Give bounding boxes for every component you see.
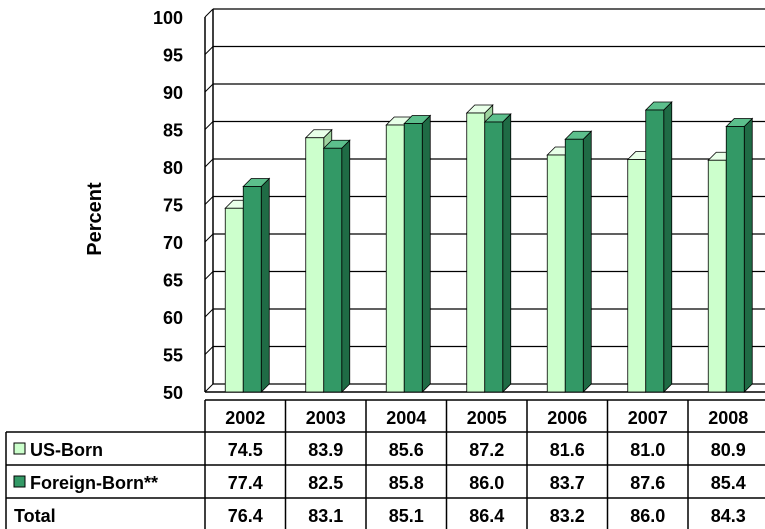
y-tick-label: 75 <box>163 196 183 216</box>
bar-front <box>305 137 325 393</box>
bar-foreign-born-2008 <box>725 117 754 393</box>
bar-foreign-born-2006 <box>564 130 593 393</box>
table-cell: 83.9 <box>308 440 343 460</box>
bar-side <box>663 101 673 393</box>
bar-front <box>403 123 423 393</box>
y-tick-label: 85 <box>163 121 183 141</box>
bar-front <box>627 159 647 393</box>
bar-side <box>260 177 270 393</box>
gridline-depth <box>204 83 214 93</box>
table-cell: 86.4 <box>469 506 504 526</box>
gridline-depth <box>204 383 214 393</box>
table-header-year: 2004 <box>386 408 426 428</box>
table-header-year: 2003 <box>306 408 346 428</box>
table-header-year: 2007 <box>628 408 668 428</box>
table-header-year: 2008 <box>708 408 748 428</box>
legend-key <box>13 475 26 488</box>
table-header-year: 2002 <box>225 408 265 428</box>
bar-front <box>323 147 343 393</box>
legend-key <box>13 442 26 455</box>
bars <box>224 101 754 393</box>
bar-front <box>385 124 405 393</box>
table-cell: 80.9 <box>711 440 746 460</box>
table-cell: 84.3 <box>711 506 746 526</box>
data-table: 2002 2003 2004 2005 2006 2007 2008 US-Born 74.5 8… <box>5 399 765 529</box>
table-row-label: US-Born <box>30 440 103 460</box>
y-axis-label: Percent <box>84 182 106 256</box>
gridline-depth <box>204 308 214 318</box>
table-cell: 77.4 <box>228 473 263 493</box>
bar-front <box>707 159 727 393</box>
bar-front <box>224 207 244 393</box>
gridline-depth <box>204 271 214 280</box>
table-header-year: 2006 <box>547 408 587 428</box>
gridline-depth <box>204 158 214 168</box>
bar-side <box>421 114 431 393</box>
table-cell: 82.5 <box>308 473 343 493</box>
bar-foreign-born-2005 <box>483 113 512 393</box>
table-cell: 74.5 <box>228 440 263 460</box>
bar-side <box>582 130 592 393</box>
table-row-label: Total <box>14 506 56 526</box>
y-tick-label: 50 <box>163 383 183 403</box>
bar-foreign-born-2004 <box>403 114 432 393</box>
y-tick-label: 90 <box>163 83 183 103</box>
table-cell: 85.8 <box>389 473 424 493</box>
bar-front <box>546 154 566 393</box>
table-cell: 81.6 <box>550 440 585 460</box>
gridline-depth <box>204 121 214 130</box>
bar-front <box>725 126 745 393</box>
bar-side <box>743 117 753 393</box>
gridline-depth <box>204 233 214 243</box>
bar-front <box>242 186 262 393</box>
bar-front <box>466 112 486 393</box>
table-cell: 85.6 <box>389 440 424 460</box>
table-cell: 83.2 <box>550 506 585 526</box>
bar-front <box>484 121 504 393</box>
table-header-year: 2005 <box>467 408 507 428</box>
bar-side <box>502 113 512 393</box>
y-tick-label: 55 <box>163 346 183 366</box>
table-cell: 83.7 <box>550 473 585 493</box>
bar-front <box>564 138 584 393</box>
y-tick-label: 65 <box>163 271 183 291</box>
gridline-depth <box>204 196 214 205</box>
table-cell: 86.0 <box>469 473 504 493</box>
y-tick-label: 100 <box>153 8 183 28</box>
table-cell: 86.0 <box>630 506 665 526</box>
bar-foreign-born-2003 <box>322 139 351 393</box>
y-tick-label: 80 <box>163 158 183 178</box>
axes: 50 55 60 65 70 75 80 85 90 95 100 <box>153 8 765 403</box>
table-cell: 81.0 <box>630 440 665 460</box>
gridline-depth <box>204 346 214 355</box>
table-row-label: Foreign-Born** <box>30 473 158 493</box>
y-tick-label: 70 <box>163 233 183 253</box>
table-cell: 85.1 <box>389 506 424 526</box>
table-cell: 76.4 <box>228 506 263 526</box>
y-tick-label: 95 <box>163 46 183 66</box>
table-cell: 83.1 <box>308 506 343 526</box>
bar-side <box>341 139 351 393</box>
table-cell: 87.2 <box>469 440 504 460</box>
bar-foreign-born-2002 <box>242 177 271 393</box>
gridline-depth <box>204 8 214 18</box>
table-cell: 87.6 <box>630 473 665 493</box>
y-tick-label: 60 <box>163 308 183 328</box>
bar-front <box>645 109 665 393</box>
gridline-depth <box>204 46 214 55</box>
bar-foreign-born-2007 <box>644 101 673 393</box>
table-cell: 85.4 <box>711 473 746 493</box>
